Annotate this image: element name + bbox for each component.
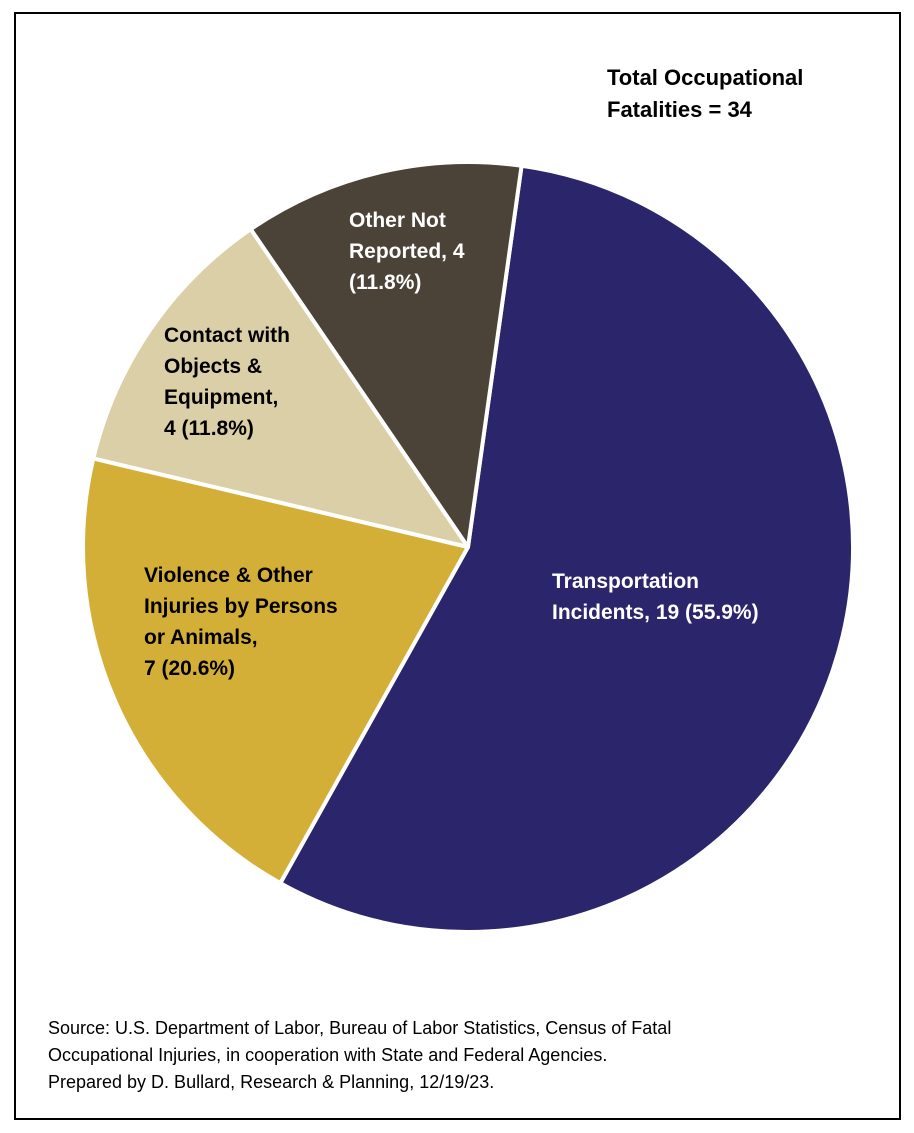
pie-slice-contact — [91, 227, 470, 549]
source-line-2: Occupational Injuries, in cooperation wi… — [48, 1045, 608, 1065]
slice-label-contact: Contact with Objects & Equipment, 4 (11.… — [164, 324, 290, 440]
pie-slice-other-not-reported — [248, 160, 524, 549]
pie-slice-transportation — [278, 163, 856, 935]
slice-label-transportation: Transportation Incidents, 19 (55.9%) — [552, 570, 759, 624]
source-line-1: Source: U.S. Department of Labor, Bureau… — [48, 1018, 672, 1038]
source-note: Source: U.S. Department of Labor, Bureau… — [48, 1015, 671, 1096]
slice-label-violence: Violence & Other Injuries by Persons or … — [144, 564, 338, 680]
pie-slice-violence — [81, 456, 470, 886]
source-line-3: Prepared by D. Bullard, Research & Plann… — [48, 1072, 495, 1092]
chart-title: Total Occupational Fatalities = 34 — [607, 65, 804, 122]
slice-label-other-not-reported: Other Not Reported, 4 (11.8%) — [349, 209, 465, 294]
